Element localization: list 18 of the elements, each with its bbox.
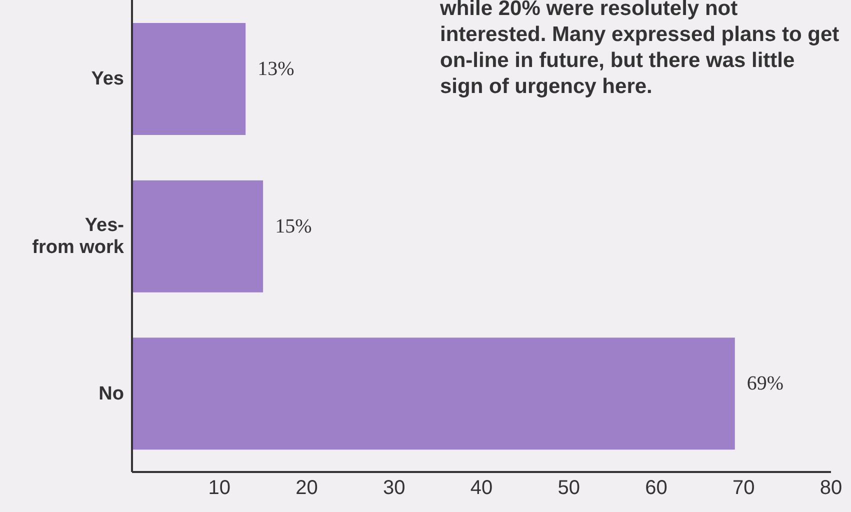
data-label: 15%	[275, 215, 312, 238]
bar	[132, 180, 264, 292]
y-tick-label: No	[98, 382, 124, 404]
x-tick-label: 40	[470, 477, 493, 500]
x-tick-label: 30	[383, 477, 406, 500]
x-tick-label: 70	[732, 477, 755, 500]
x-tick-label: 20	[296, 477, 318, 500]
annotation: while 20% were resolutely not interested. Many expressed plans to get on-line in future, but there was little sign of urgency here.	[440, 0, 840, 100]
x-tick-label: 10	[208, 477, 230, 500]
x-tick-label: 80	[820, 477, 842, 500]
x-tick-label: 60	[645, 477, 668, 500]
bar	[132, 23, 246, 135]
bar	[132, 338, 735, 450]
data-label: 13%	[258, 58, 294, 80]
y-tick-label: Yes	[91, 68, 124, 90]
data-label: 69%	[746, 372, 784, 395]
x-tick-label: 50	[558, 477, 580, 500]
y-tick-label: Yes- from work	[32, 214, 124, 258]
